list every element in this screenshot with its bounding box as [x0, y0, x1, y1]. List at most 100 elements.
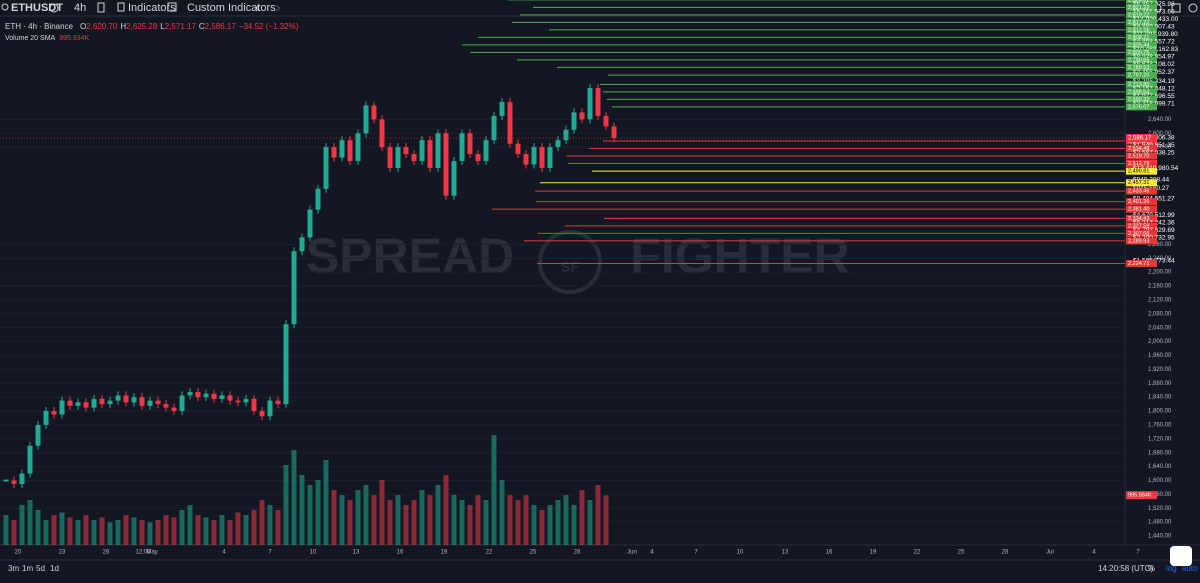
- x-tick-label: 22: [486, 550, 493, 556]
- candle-body: [403, 147, 409, 155]
- volume-bar: [59, 512, 65, 545]
- volume-bar: [499, 480, 505, 545]
- y-tick-label: 1,720.00: [1148, 436, 1172, 442]
- indicators-button[interactable]: Indicators: [128, 2, 176, 14]
- volume-bar: [11, 520, 17, 545]
- volume-bar: [491, 435, 497, 545]
- range-button[interactable]: 5d: [36, 564, 45, 573]
- log-toggle[interactable]: log: [1166, 564, 1177, 573]
- templates-icon[interactable]: [167, 2, 177, 12]
- candle-body: [243, 398, 249, 403]
- level-tag: [1126, 214, 1157, 222]
- chat-button[interactable]: [1170, 546, 1192, 566]
- range-button[interactable]: 1m: [22, 564, 33, 573]
- range-button[interactable]: 1d: [50, 564, 59, 573]
- level-tag: [1126, 26, 1157, 34]
- y-tick-label: 1,760.00: [1148, 423, 1172, 429]
- percent-toggle[interactable]: %: [1148, 564, 1155, 573]
- volume-bar: [451, 495, 457, 545]
- chart-type-icon[interactable]: [97, 2, 105, 13]
- volume-bar: [227, 520, 233, 545]
- volume-bar: [27, 500, 33, 545]
- level-tag: [1126, 205, 1157, 213]
- volume-bar: [307, 485, 313, 545]
- candle-body: [251, 398, 257, 412]
- volume-bar: [139, 520, 145, 545]
- candle-body: [419, 140, 425, 162]
- volume-bar: [259, 500, 265, 545]
- volume-bar: [187, 505, 193, 545]
- volume-bar: [419, 490, 425, 545]
- custom-indicators-button[interactable]: Custom Indicators: [187, 2, 276, 14]
- candle-body: [363, 105, 369, 134]
- volume-bar: [99, 517, 105, 545]
- search-icon[interactable]: [1, 3, 9, 11]
- y-tick-label: 2,600.00: [1148, 131, 1172, 137]
- volume-bar: [563, 495, 569, 545]
- level-price: 2,812.26: [1128, 27, 1149, 33]
- x-tick-label: 4: [222, 550, 226, 556]
- volume-label: Volume 20 SMA: [5, 35, 56, 42]
- candle-body: [83, 402, 89, 408]
- level-price: 2,512.79: [1128, 161, 1149, 167]
- candle-body: [579, 112, 585, 120]
- candle-body: [99, 398, 105, 405]
- volume-bar: [331, 490, 337, 545]
- level-tag: [1126, 33, 1157, 41]
- volume-bar: [387, 500, 393, 545]
- volume-bar: [291, 450, 297, 545]
- volume-bar: [123, 515, 129, 545]
- level-price: 2,433.46: [1128, 189, 1149, 195]
- volume-bar: [163, 515, 169, 545]
- candle-body: [355, 133, 361, 162]
- x-tick-label: 19: [870, 550, 877, 556]
- level-tag: [1126, 18, 1157, 26]
- candle-body: [347, 140, 353, 162]
- x-tick-label: 7: [268, 550, 272, 556]
- volume-bar: [75, 520, 81, 545]
- volume-bar: [339, 495, 345, 545]
- volume-bar: [275, 510, 281, 545]
- candle-body: [195, 391, 201, 398]
- volume-bar: [483, 500, 489, 545]
- range-button[interactable]: 3m: [8, 564, 19, 573]
- volume-bar: [171, 517, 177, 545]
- candle-body: [603, 115, 609, 127]
- screenshot-icon[interactable]: [1188, 3, 1198, 13]
- volume-bar: [267, 505, 273, 545]
- symbol[interactable]: ETHUSDT: [11, 2, 63, 14]
- y-tick-label: 2,280.00: [1148, 242, 1172, 248]
- volume-bar: [355, 490, 361, 545]
- x-tick-label: 28: [1002, 550, 1009, 556]
- level-tag: [1126, 179, 1157, 187]
- candle-body: [307, 209, 313, 238]
- add-symbol[interactable]: [49, 3, 59, 13]
- volume-bar: [523, 495, 529, 545]
- y-tick-label: 1,840.00: [1148, 395, 1172, 401]
- volume-bar: [243, 515, 249, 545]
- interval[interactable]: 4h: [74, 2, 86, 14]
- volume-bar: [131, 517, 137, 545]
- range-buttons: 3m 1m 5d 1d: [8, 564, 59, 573]
- volume-bar: [531, 505, 537, 545]
- level-price: 2,534.48: [1128, 146, 1149, 152]
- candle-body: [411, 154, 417, 162]
- x-tick-label: 25: [530, 550, 537, 556]
- high: 2,625.28: [126, 22, 158, 31]
- candle-body: [507, 101, 513, 144]
- level-tag: [1126, 160, 1157, 168]
- x-tick-label: 10: [310, 550, 317, 556]
- volume-bar: [83, 515, 89, 545]
- y-tick-label: 1,520.00: [1148, 506, 1172, 512]
- candle-body: [379, 119, 385, 148]
- indicators-icon[interactable]: [117, 2, 125, 12]
- volume-bar: [107, 522, 113, 545]
- auto-toggle[interactable]: auto: [1182, 564, 1198, 573]
- candle-body: [435, 133, 441, 168]
- fullscreen-icon[interactable]: [1171, 3, 1181, 13]
- price-tag-label: 2,586.17: [1128, 136, 1152, 142]
- undo[interactable]: [255, 4, 261, 12]
- volume-bar: [371, 495, 377, 545]
- ohlc: O2,620.70 H2,625.28 L2,571.17 C2,586.17 −34.…: [80, 22, 299, 31]
